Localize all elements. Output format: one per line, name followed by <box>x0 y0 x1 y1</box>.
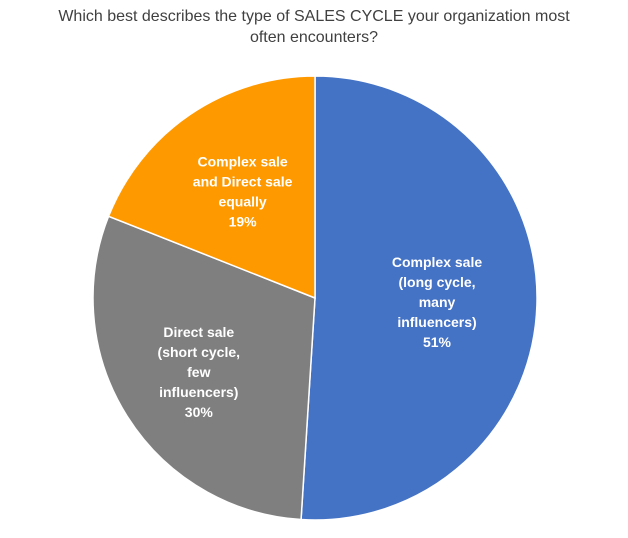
chart-title: Which best describes the type of SALES C… <box>14 6 614 48</box>
data-label-line: Complex sale <box>392 254 482 270</box>
data-label-line: few <box>187 364 210 380</box>
chart-title-line-1: Which best describes the type of SALES C… <box>58 8 570 25</box>
data-label-line: equally <box>218 194 266 210</box>
chart-title-line-2: often encounters? <box>249 29 379 46</box>
pie-slice-direct-sale <box>92 215 316 521</box>
pie-slice-equally <box>107 75 316 300</box>
data-label-direct-sale: Direct sale (short cycle, few influencers) 3… <box>158 324 240 420</box>
data-label-complex-sale: Complex sale (long cycle, many influencers)… <box>392 254 482 350</box>
data-label-line: Complex sale <box>197 154 287 170</box>
data-label-line: many <box>419 294 456 310</box>
data-label-line: influencers) <box>159 384 238 400</box>
data-label-line: (short cycle, <box>158 344 240 360</box>
data-label-line: 51% <box>423 334 452 350</box>
data-label-equally: Complex sale and Direct sale equally 19% <box>193 154 293 230</box>
data-label-line: (long cycle, <box>398 274 475 290</box>
data-label-line: 19% <box>229 214 258 230</box>
data-label-line: and Direct sale <box>193 174 293 190</box>
pie-slice-complex-sale <box>300 75 538 521</box>
data-label-line: influencers) <box>397 314 476 330</box>
data-label-line: Direct sale <box>163 324 234 340</box>
data-label-line: 30% <box>185 404 214 420</box>
